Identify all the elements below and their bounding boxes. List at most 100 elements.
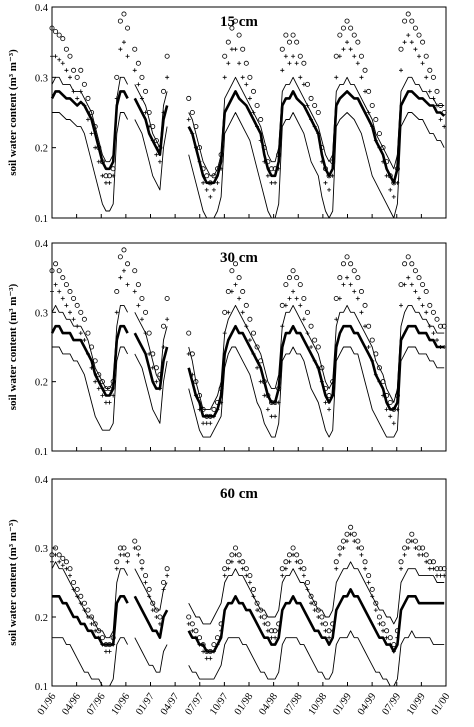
data-point-circle (304, 580, 310, 586)
data-point-circle (78, 593, 84, 599)
data-point-plus (75, 96, 80, 101)
data-point-circle (351, 268, 357, 274)
data-point-plus (431, 331, 436, 336)
data-point-circle (283, 282, 289, 288)
data-point-circle (409, 18, 415, 24)
data-point-circle (240, 289, 246, 295)
data-point-circle (265, 621, 271, 627)
data-point-circle (376, 131, 382, 137)
data-point-plus (67, 573, 72, 578)
data-point-circle (164, 566, 170, 572)
data-point-circle (132, 538, 138, 544)
data-point-circle (366, 323, 372, 329)
x-tick-label: 01/97 (134, 691, 157, 717)
data-point-plus (319, 621, 324, 626)
data-point-plus (363, 566, 368, 571)
data-point-circle (236, 552, 242, 558)
data-point-circle (258, 117, 264, 123)
data-point-plus (287, 61, 292, 66)
data-point-plus (125, 54, 130, 59)
data-point-plus (309, 345, 314, 349)
data-point-plus (132, 68, 137, 73)
data-point-plus (258, 615, 263, 619)
data-point-plus (406, 546, 411, 550)
data-point-circle (362, 67, 368, 73)
data-point-plus (334, 317, 339, 322)
data-point-circle (279, 566, 285, 572)
data-point-plus (222, 75, 227, 80)
data-point-circle (250, 330, 256, 336)
y-axis-label: soil water content (m³ m⁻³) (7, 519, 19, 646)
data-point-circle (308, 593, 314, 599)
data-point-plus (363, 89, 368, 94)
x-tick-label: 01/00 (430, 691, 453, 717)
data-point-circle (333, 559, 339, 565)
data-point-plus (384, 407, 389, 412)
data-point-circle (135, 545, 141, 551)
data-point-plus (208, 656, 213, 661)
data-point-plus (53, 282, 58, 287)
data-point-circle (286, 39, 292, 45)
data-point-circle (247, 74, 253, 80)
data-point-circle (53, 29, 59, 35)
data-point-circle (157, 614, 163, 620)
data-point-circle (402, 545, 408, 551)
data-point-circle (78, 67, 84, 73)
y-axis-label: soil water content (m³ m⁻³) (7, 49, 19, 176)
series-thin-upper (51, 561, 445, 639)
data-point-plus (121, 268, 126, 273)
data-point-circle (373, 117, 379, 123)
chart-panel-3: 0.1 0.2 0.3 0.4 soil water content (m³ m⁻³) 6… (7, 475, 452, 717)
data-point-plus (377, 621, 382, 626)
data-point-plus (348, 47, 353, 52)
data-point-plus (132, 289, 137, 294)
data-point-circle (71, 295, 77, 301)
data-point-plus (208, 421, 213, 426)
data-point-plus (100, 393, 105, 398)
data-point-circle (283, 559, 289, 565)
data-point-plus (269, 414, 274, 419)
data-point-circle (247, 316, 253, 322)
data-point-circle (193, 628, 199, 634)
data-point-plus (312, 608, 317, 613)
data-point-circle (337, 275, 343, 281)
data-point-plus (201, 649, 206, 654)
data-point-circle (139, 559, 145, 565)
data-point-plus (406, 33, 411, 38)
data-point-plus (244, 573, 249, 578)
chart-panel-2: 0.1 0.2 0.3 0.4 soil water content (m³ m⁻³) 3… (7, 239, 447, 458)
series-line-thin-upper (51, 76, 445, 177)
data-point-plus (417, 552, 422, 557)
data-point-plus (269, 635, 274, 640)
series-thin-upper (51, 304, 445, 410)
data-point-plus (165, 75, 170, 80)
data-point-plus (301, 82, 306, 87)
series-line-thin-lower (52, 630, 445, 687)
data-point-circle (294, 39, 300, 45)
data-point-plus (327, 407, 332, 412)
data-point-circle (312, 102, 318, 108)
data-point-plus (237, 559, 242, 564)
data-point-plus (409, 282, 414, 287)
data-point-circle (222, 53, 228, 59)
data-point-plus (226, 566, 231, 571)
data-point-plus (53, 54, 58, 59)
data-point-circle (398, 559, 404, 565)
data-point-plus (85, 117, 90, 122)
data-point-circle (189, 621, 195, 627)
data-point-plus (420, 303, 425, 308)
data-point-plus (327, 635, 332, 640)
data-point-plus (60, 296, 65, 301)
y-tick-label: 0.1 (35, 447, 48, 458)
data-point-circle (279, 46, 285, 52)
data-point-circle (405, 254, 411, 260)
data-point-plus (273, 635, 278, 640)
data-point-plus (291, 552, 296, 557)
data-point-circle (56, 32, 62, 38)
data-point-plus (201, 421, 206, 426)
data-point-circle (63, 282, 69, 288)
data-point-plus (57, 57, 62, 62)
data-point-circle (358, 289, 364, 295)
series-plus (50, 532, 447, 661)
data-point-plus (345, 40, 350, 45)
